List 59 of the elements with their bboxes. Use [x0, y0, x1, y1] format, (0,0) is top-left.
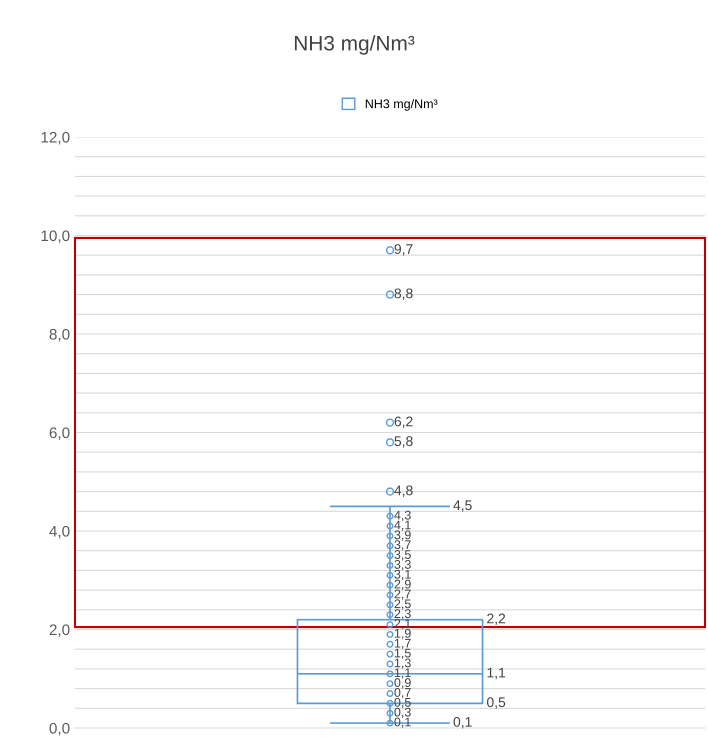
- data-label: 1,5: [394, 648, 411, 659]
- point: [386, 690, 394, 697]
- chart-title: NH3 mg/Nm³: [294, 35, 414, 55]
- point: [386, 572, 394, 579]
- y-tick-label: 12,0: [42, 132, 70, 144]
- y-tick-label: 4,0: [49, 526, 70, 538]
- annotation: 6,2: [394, 416, 413, 428]
- data-label: 1,9: [394, 628, 411, 640]
- point: [386, 582, 394, 589]
- point: [386, 670, 394, 678]
- point: [386, 532, 394, 540]
- data-label: 3,3: [394, 560, 411, 570]
- data-label: 2,7: [394, 590, 411, 600]
- data-label: 4,3: [394, 510, 411, 522]
- point: [386, 512, 394, 520]
- point: [386, 650, 394, 658]
- data-label: 3,1: [394, 570, 411, 580]
- data-label: 3,7: [394, 540, 411, 551]
- point: [386, 630, 394, 638]
- data-label: 1,7: [394, 638, 411, 650]
- data-label: 2,5: [394, 599, 411, 610]
- y-tick-label: 2,0: [50, 624, 70, 637]
- annotation: 9,7: [394, 244, 413, 256]
- annotation: 0,1: [454, 716, 472, 728]
- data-label: 1,3: [394, 658, 411, 669]
- annotation: 1,1: [488, 668, 506, 680]
- y-tick-label: 0,0: [50, 722, 70, 736]
- point: [386, 660, 394, 668]
- annotation: 4,5: [453, 500, 472, 512]
- data-label: 3,5: [394, 550, 411, 560]
- annotation: 8,8: [394, 288, 413, 300]
- data-label: 2,9: [394, 580, 411, 590]
- data-label: 3,9: [394, 530, 411, 541]
- data-label: 2,3: [394, 609, 411, 620]
- y-tick-label: 6,0: [50, 427, 70, 440]
- point: [386, 710, 394, 717]
- point: [386, 621, 394, 628]
- point: [386, 611, 394, 618]
- data-label: 0,3: [394, 708, 411, 718]
- annotation: 2,2: [487, 614, 506, 626]
- point: [386, 601, 394, 608]
- y-tick-label: 8,0: [50, 328, 70, 342]
- point: [386, 542, 394, 550]
- point: [386, 552, 394, 560]
- legend-label: NH3 mg/Nm³: [366, 99, 438, 111]
- data-label: 4,1: [394, 520, 411, 531]
- point: [386, 562, 394, 569]
- point: [386, 720, 394, 727]
- point: [386, 592, 394, 598]
- point: [386, 522, 394, 530]
- point: [386, 680, 394, 688]
- y-tick-label: 10,0: [42, 230, 70, 243]
- annotation: 0,5: [487, 697, 506, 709]
- data-label: 0,9: [394, 678, 411, 689]
- data-label: 0,7: [394, 688, 411, 698]
- annotation: 4,8: [394, 485, 413, 497]
- point: [386, 640, 394, 648]
- annotation: 5,8: [394, 436, 413, 448]
- point: [386, 700, 394, 707]
